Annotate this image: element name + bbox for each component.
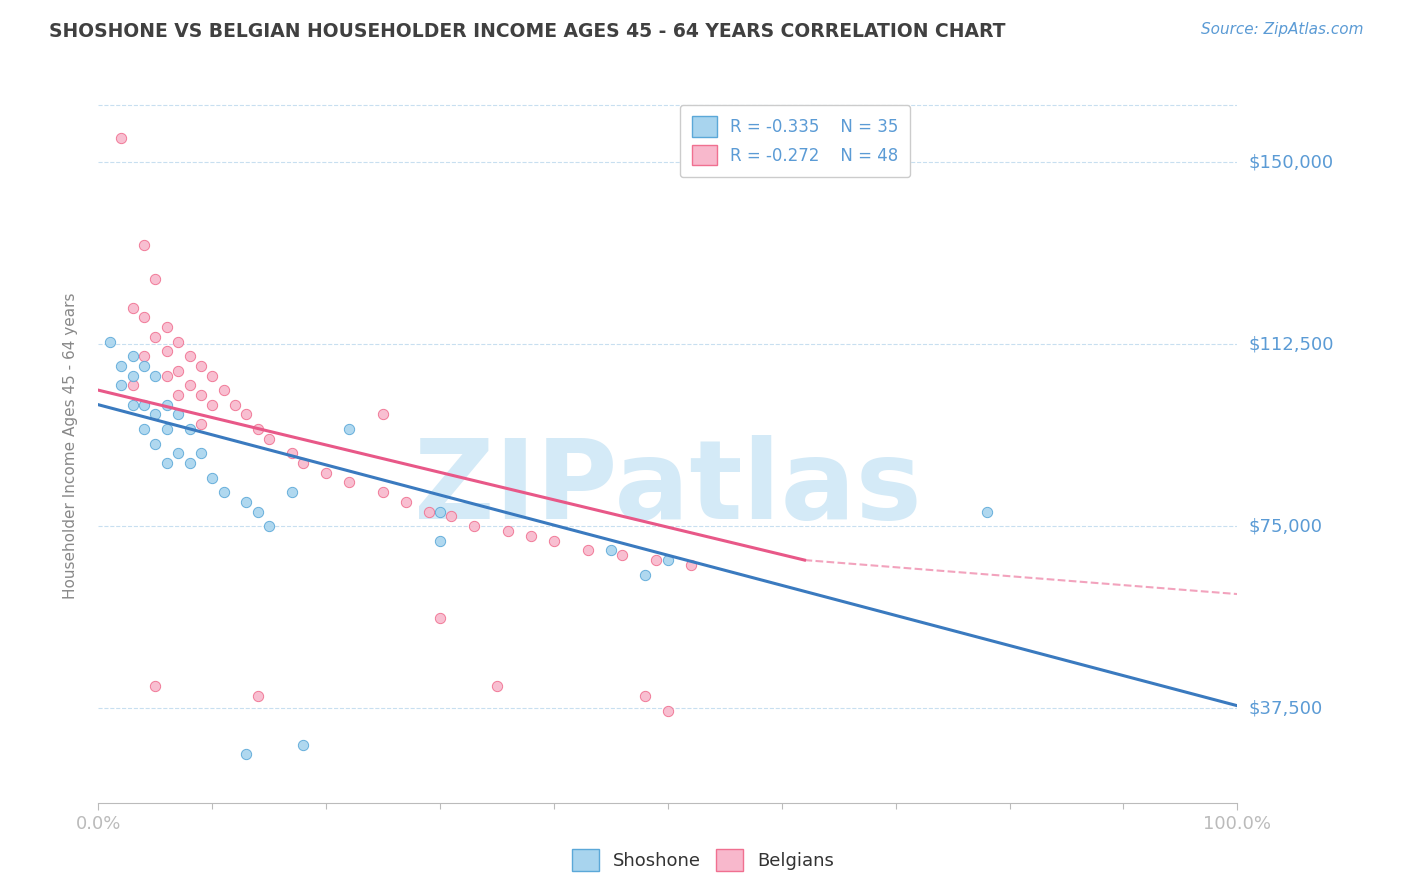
Point [145, 679, 167, 693]
Point [645, 553, 668, 567]
Point [145, 330, 167, 344]
Point [612, 548, 634, 562]
Point [634, 567, 657, 582]
Point [167, 334, 190, 349]
Legend: Shoshone, Belgians: Shoshone, Belgians [565, 842, 841, 879]
Point [657, 553, 679, 567]
Point [395, 495, 418, 509]
Point [167, 446, 190, 460]
Point [156, 422, 179, 436]
Point [132, 359, 155, 373]
Point [145, 436, 167, 450]
Point [156, 398, 179, 412]
Point [418, 504, 440, 518]
Point [486, 679, 509, 693]
Legend: R = -0.335    N = 35, R = -0.272    N = 48: R = -0.335 N = 35, R = -0.272 N = 48 [681, 104, 910, 177]
Text: SHOSHONE VS BELGIAN HOUSEHOLDER INCOME AGES 45 - 64 YEARS CORRELATION CHART: SHOSHONE VS BELGIAN HOUSEHOLDER INCOME A… [49, 22, 1005, 41]
Point [212, 383, 235, 397]
Point [156, 320, 179, 334]
Point [110, 130, 132, 145]
Point [201, 368, 224, 383]
Point [246, 504, 269, 518]
Point [337, 475, 360, 490]
Point [201, 398, 224, 412]
Point [371, 408, 394, 422]
Point [679, 558, 702, 572]
Point [576, 543, 599, 558]
Point [235, 495, 257, 509]
Point [179, 456, 201, 470]
Point [657, 704, 679, 718]
Point [110, 378, 132, 392]
Point [292, 456, 315, 470]
Point [440, 509, 463, 524]
Point [224, 398, 246, 412]
Point [520, 529, 543, 543]
Point [121, 368, 143, 383]
Point [259, 432, 281, 446]
Point [246, 689, 269, 703]
Text: ZIPatlas: ZIPatlas [413, 435, 922, 542]
Point [463, 519, 485, 533]
Point [167, 408, 190, 422]
Point [156, 456, 179, 470]
Point [190, 446, 212, 460]
Point [429, 611, 451, 625]
Point [201, 470, 224, 484]
Point [292, 738, 315, 752]
Text: $112,500: $112,500 [1249, 335, 1334, 353]
Point [132, 349, 155, 363]
Text: $150,000: $150,000 [1249, 153, 1333, 171]
Point [600, 543, 623, 558]
Point [315, 466, 337, 480]
Point [98, 334, 121, 349]
Point [281, 485, 304, 500]
Point [259, 519, 281, 533]
Point [179, 378, 201, 392]
Point [145, 271, 167, 285]
Point [167, 388, 190, 402]
Point [281, 446, 304, 460]
Point [179, 422, 201, 436]
Point [167, 364, 190, 378]
Point [121, 301, 143, 315]
Point [190, 359, 212, 373]
Point [190, 417, 212, 432]
Point [110, 359, 132, 373]
Point [121, 349, 143, 363]
Point [145, 408, 167, 422]
Point [132, 310, 155, 325]
Y-axis label: Householder Income Ages 45 - 64 years: Householder Income Ages 45 - 64 years [63, 293, 77, 599]
Point [429, 533, 451, 548]
Point [235, 747, 257, 762]
Point [190, 388, 212, 402]
Point [235, 408, 257, 422]
Point [132, 237, 155, 252]
Point [429, 504, 451, 518]
Point [121, 378, 143, 392]
Point [976, 504, 998, 518]
Point [156, 368, 179, 383]
Point [156, 344, 179, 359]
Point [121, 398, 143, 412]
Point [132, 398, 155, 412]
Text: $75,000: $75,000 [1249, 517, 1323, 535]
Point [145, 368, 167, 383]
Point [337, 422, 360, 436]
Text: Source: ZipAtlas.com: Source: ZipAtlas.com [1201, 22, 1364, 37]
Point [132, 422, 155, 436]
Point [371, 485, 394, 500]
Text: $37,500: $37,500 [1249, 699, 1323, 717]
Point [498, 524, 520, 538]
Point [212, 485, 235, 500]
Point [246, 422, 269, 436]
Point [543, 533, 565, 548]
Point [634, 689, 657, 703]
Point [179, 349, 201, 363]
